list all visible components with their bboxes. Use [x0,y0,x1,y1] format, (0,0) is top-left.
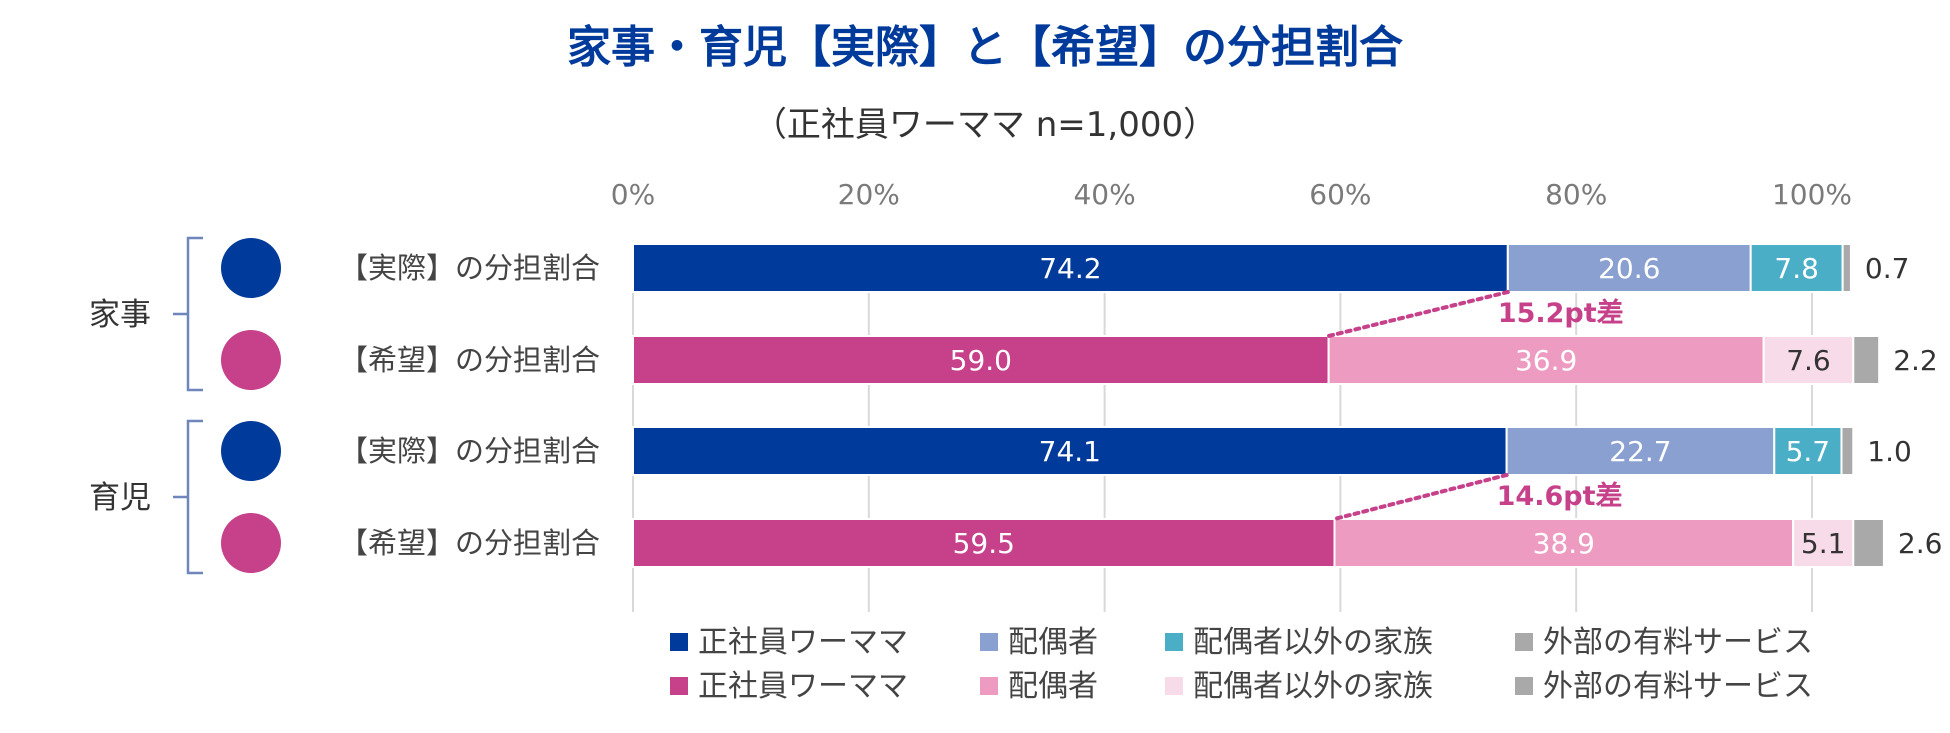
bar-segment [632,518,1336,568]
group-label: 育児 [89,480,151,516]
x-tick-label: 60% [1309,178,1371,211]
bar-value-label: 59.0 [950,344,1012,377]
bar-value-label: 74.2 [1039,252,1101,285]
bar-value-label: 36.9 [1515,344,1577,377]
bar-segment [1852,518,1885,568]
bar-value-label: 74.1 [1039,435,1101,468]
bar-value-label: 38.9 [1533,527,1595,560]
bar-value-label: 5.7 [1786,435,1831,468]
bar-segment [1841,243,1852,293]
legend-swatch [980,633,998,651]
legend-swatch [1165,633,1183,651]
bar-segment [632,243,1509,293]
x-tick-label: 0% [611,178,655,211]
gap-annotation: 14.6pt差 [1497,480,1623,512]
bar-segment [1762,335,1855,385]
row-labels: 【実際】の分担割合【希望】の分担割合【実際】の分担割合【希望】の分担割合 [221,238,600,573]
x-tick-label: 40% [1073,178,1135,211]
row-label: 【実際】の分担割合 [339,251,600,285]
gap-connector [1326,290,1510,338]
bar-segment [1327,335,1765,385]
bar-segment [1505,426,1776,476]
legend-label: 正社員ワーママ [698,625,908,660]
legend-label: 配偶者以外の家族 [1193,625,1433,660]
bar-value-label: 7.6 [1786,344,1831,377]
row-marker-hope [221,330,281,390]
group-bracket [173,419,203,575]
legend-swatch [1165,677,1183,695]
legend-label: 配偶者以外の家族 [1193,669,1433,704]
group-label: 家事 [89,297,151,333]
bar-segment [1792,518,1855,568]
row-label: 【実際】の分担割合 [339,434,600,468]
gap-connector [1332,473,1509,521]
legend-swatch [1515,677,1533,695]
chart-subtitle: （正社員ワーママ n=1,000） [753,105,1217,145]
row-marker-actual [221,238,281,298]
bar-value-label: 2.2 [1893,344,1938,377]
gap-annotation: 15.2pt差 [1498,297,1624,329]
legend-label: 外部の有料サービス [1543,625,1813,660]
x-tick-label: 80% [1545,178,1607,211]
bar-value-label: 5.1 [1801,527,1846,560]
bar-segment [1852,335,1881,385]
bar-value-label: 7.8 [1774,252,1819,285]
legend-swatch [670,677,688,695]
bar-segment [632,426,1508,476]
bar-value-label: 1.0 [1867,435,1912,468]
legend-label: 配偶者 [1008,669,1098,704]
annotations: 15.2pt差 14.6pt差 [1326,290,1624,521]
bar-segment [1773,426,1843,476]
bar-segment [1840,426,1855,476]
legend-label: 配偶者 [1008,625,1098,660]
x-tick-label: 100% [1772,178,1852,211]
row-label: 【希望】の分担割合 [339,526,600,560]
bar-value-label: 20.6 [1598,252,1660,285]
x-tick-label: 20% [838,178,900,211]
group-bracket [173,236,203,392]
x-axis-ticks: 0% 20% 40% 60% 80% 100% [611,178,1852,211]
bar-value-label: 59.5 [953,527,1015,560]
bar-value-label: 0.7 [1865,252,1910,285]
chart-title: 家事・育児【実際】と【希望】の分担割合 [567,22,1403,73]
row-marker-actual [221,421,281,481]
bar-segment [632,335,1330,385]
bars: 74.2 20.6 7.8 0.7 59.0 36.9 7.6 2.2 74.1 22.7 5.7 1… [632,243,1943,568]
row-marker-hope [221,513,281,573]
bar-segment [1333,518,1795,568]
legend-swatch [1515,633,1533,651]
legend-swatch [670,633,688,651]
legend-label: 正社員ワーママ [698,669,908,704]
bar-value-label: 2.6 [1898,527,1943,560]
legend-swatch [980,677,998,695]
row-label: 【希望】の分担割合 [339,343,600,377]
bar-value-label: 22.7 [1609,435,1671,468]
legend-label: 外部の有料サービス [1543,669,1813,704]
